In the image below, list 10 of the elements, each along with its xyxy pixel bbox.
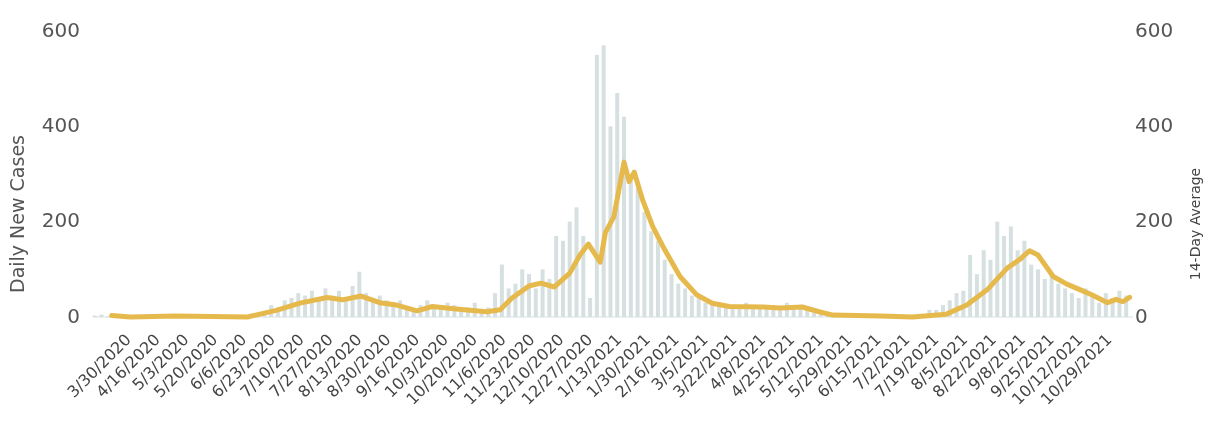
y2-tick-label: 200 bbox=[1135, 208, 1174, 233]
y-tick-label: 400 bbox=[41, 112, 80, 137]
y-axis-title: Daily New Cases bbox=[6, 135, 28, 293]
y2-axis-title: 14-Day Average bbox=[1187, 167, 1203, 281]
y2-tick-label: 600 bbox=[1135, 17, 1174, 42]
y-tick-label: 0 bbox=[67, 303, 80, 328]
y-tick-label: 600 bbox=[41, 17, 80, 42]
y2-tick-label: 0 bbox=[1135, 303, 1148, 328]
y2-tick-label: 400 bbox=[1135, 112, 1174, 137]
y-tick-label: 200 bbox=[41, 208, 80, 233]
